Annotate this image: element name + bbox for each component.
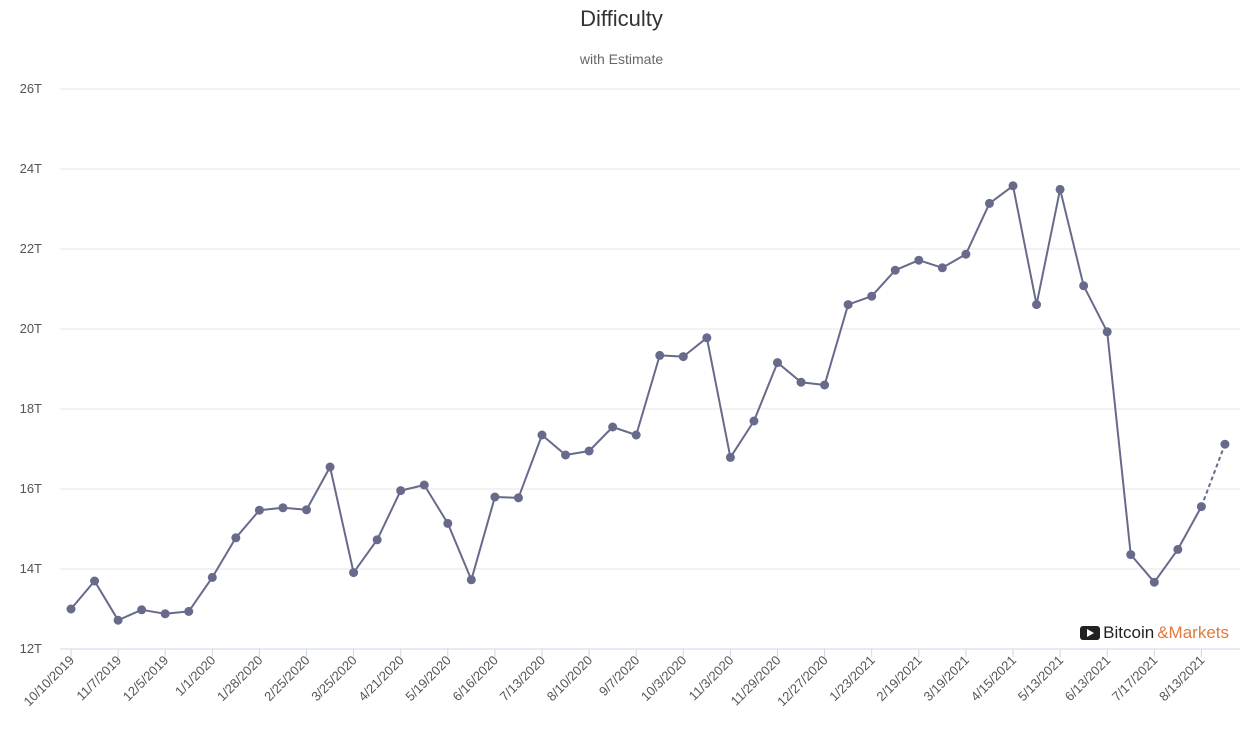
data-point-estimate — [1220, 439, 1230, 449]
x-tick-label: 11/7/2019 — [73, 653, 124, 704]
x-tick-label: 3/25/2020 — [308, 653, 360, 705]
x-tick-label: 8/10/2020 — [544, 653, 596, 705]
data-point — [160, 609, 170, 619]
chart-subtitle: with Estimate — [579, 51, 664, 67]
data-point — [372, 535, 382, 545]
data-point — [678, 352, 688, 362]
data-point — [137, 605, 147, 615]
x-tick-label: 1/1/2020 — [172, 653, 218, 699]
x-tick-label: 5/19/2020 — [402, 653, 454, 705]
data-point — [207, 572, 217, 582]
data-point — [254, 505, 264, 515]
data-point — [890, 265, 900, 275]
data-point — [820, 380, 830, 390]
x-tick-label: 6/16/2020 — [450, 653, 502, 705]
data-point — [1126, 550, 1136, 560]
series-line-actual — [70, 184, 1203, 622]
data-point — [1032, 300, 1042, 310]
data-point — [867, 291, 877, 301]
x-tick-label: 9/7/2020 — [596, 653, 642, 699]
y-tick-label: 16T — [20, 481, 42, 496]
chart-title: Difficulty — [580, 6, 663, 31]
data-point — [184, 606, 194, 616]
data-point — [725, 452, 735, 462]
data-point — [702, 333, 712, 343]
watermark-logo: Bitcoin &Markets — [1080, 623, 1229, 643]
y-tick-label: 18T — [20, 401, 42, 416]
y-tick-label: 14T — [20, 561, 42, 576]
data-point — [1055, 184, 1065, 194]
play-icon — [1080, 626, 1101, 640]
x-tick-label: 7/13/2020 — [497, 653, 549, 705]
y-tick-label: 24T — [20, 161, 42, 176]
x-tick-label: 10/3/2020 — [638, 653, 690, 705]
data-point — [984, 198, 994, 208]
series-lines — [70, 184, 1226, 622]
y-axis: 12T 14T 16T 18T 20T 22T 24T 26T — [20, 81, 42, 656]
data-point — [608, 422, 618, 432]
data-point — [1079, 281, 1089, 291]
grid-lines — [60, 88, 1240, 570]
y-tick-label: 20T — [20, 321, 42, 336]
x-tick-label: 2/25/2020 — [261, 653, 313, 705]
x-tick-label: 12/5/2019 — [120, 653, 172, 705]
data-point — [631, 430, 641, 440]
series-line-estimate — [1200, 443, 1226, 507]
series-points — [66, 181, 1230, 625]
watermark-part1: Bitcoin — [1103, 623, 1155, 642]
data-point — [490, 492, 500, 502]
data-point — [302, 505, 311, 515]
x-tick-label: 5/13/2021 — [1015, 653, 1067, 705]
x-tick-label: 1/28/2020 — [214, 653, 266, 705]
data-point — [561, 450, 571, 460]
data-point — [655, 350, 665, 360]
data-point — [1008, 181, 1018, 191]
x-tick-label: 3/19/2021 — [921, 653, 973, 705]
data-point — [349, 568, 359, 578]
x-tick-label: 2/19/2021 — [873, 653, 925, 705]
data-point — [584, 446, 594, 456]
data-point — [90, 576, 100, 586]
x-tick-label: 4/21/2020 — [355, 653, 407, 705]
data-point — [466, 575, 476, 585]
watermark-part2: &Markets — [1157, 623, 1229, 642]
data-point — [537, 430, 547, 440]
data-point — [513, 493, 523, 503]
data-point — [1149, 577, 1159, 587]
data-point — [443, 518, 453, 528]
x-tick-label: 1/23/2021 — [826, 653, 878, 705]
data-point — [773, 358, 782, 368]
y-tick-label: 26T — [20, 81, 42, 96]
data-point — [325, 462, 335, 472]
x-tick-label: 7/17/2021 — [1109, 653, 1161, 705]
data-point — [1173, 544, 1183, 554]
data-point — [796, 377, 806, 387]
data-point — [1102, 327, 1112, 337]
x-tick-label: 12/27/2020 — [774, 653, 831, 710]
data-point — [749, 416, 759, 426]
data-point — [396, 486, 406, 496]
data-point — [843, 300, 853, 310]
data-point — [937, 263, 947, 273]
data-point — [961, 249, 971, 259]
data-point — [113, 615, 123, 625]
x-tick-label: 10/10/2019 — [20, 653, 77, 710]
data-point — [66, 604, 76, 614]
data-point — [419, 480, 429, 490]
x-tick-label: 8/13/2021 — [1156, 653, 1208, 705]
data-point — [914, 255, 924, 265]
data-point — [1196, 502, 1206, 512]
y-tick-label: 22T — [20, 241, 42, 256]
data-point — [278, 503, 288, 513]
data-point — [231, 533, 241, 543]
y-tick-label: 12T — [20, 641, 42, 656]
x-tick-label: 4/15/2021 — [968, 653, 1020, 705]
x-tick-label: 6/13/2021 — [1062, 653, 1114, 705]
